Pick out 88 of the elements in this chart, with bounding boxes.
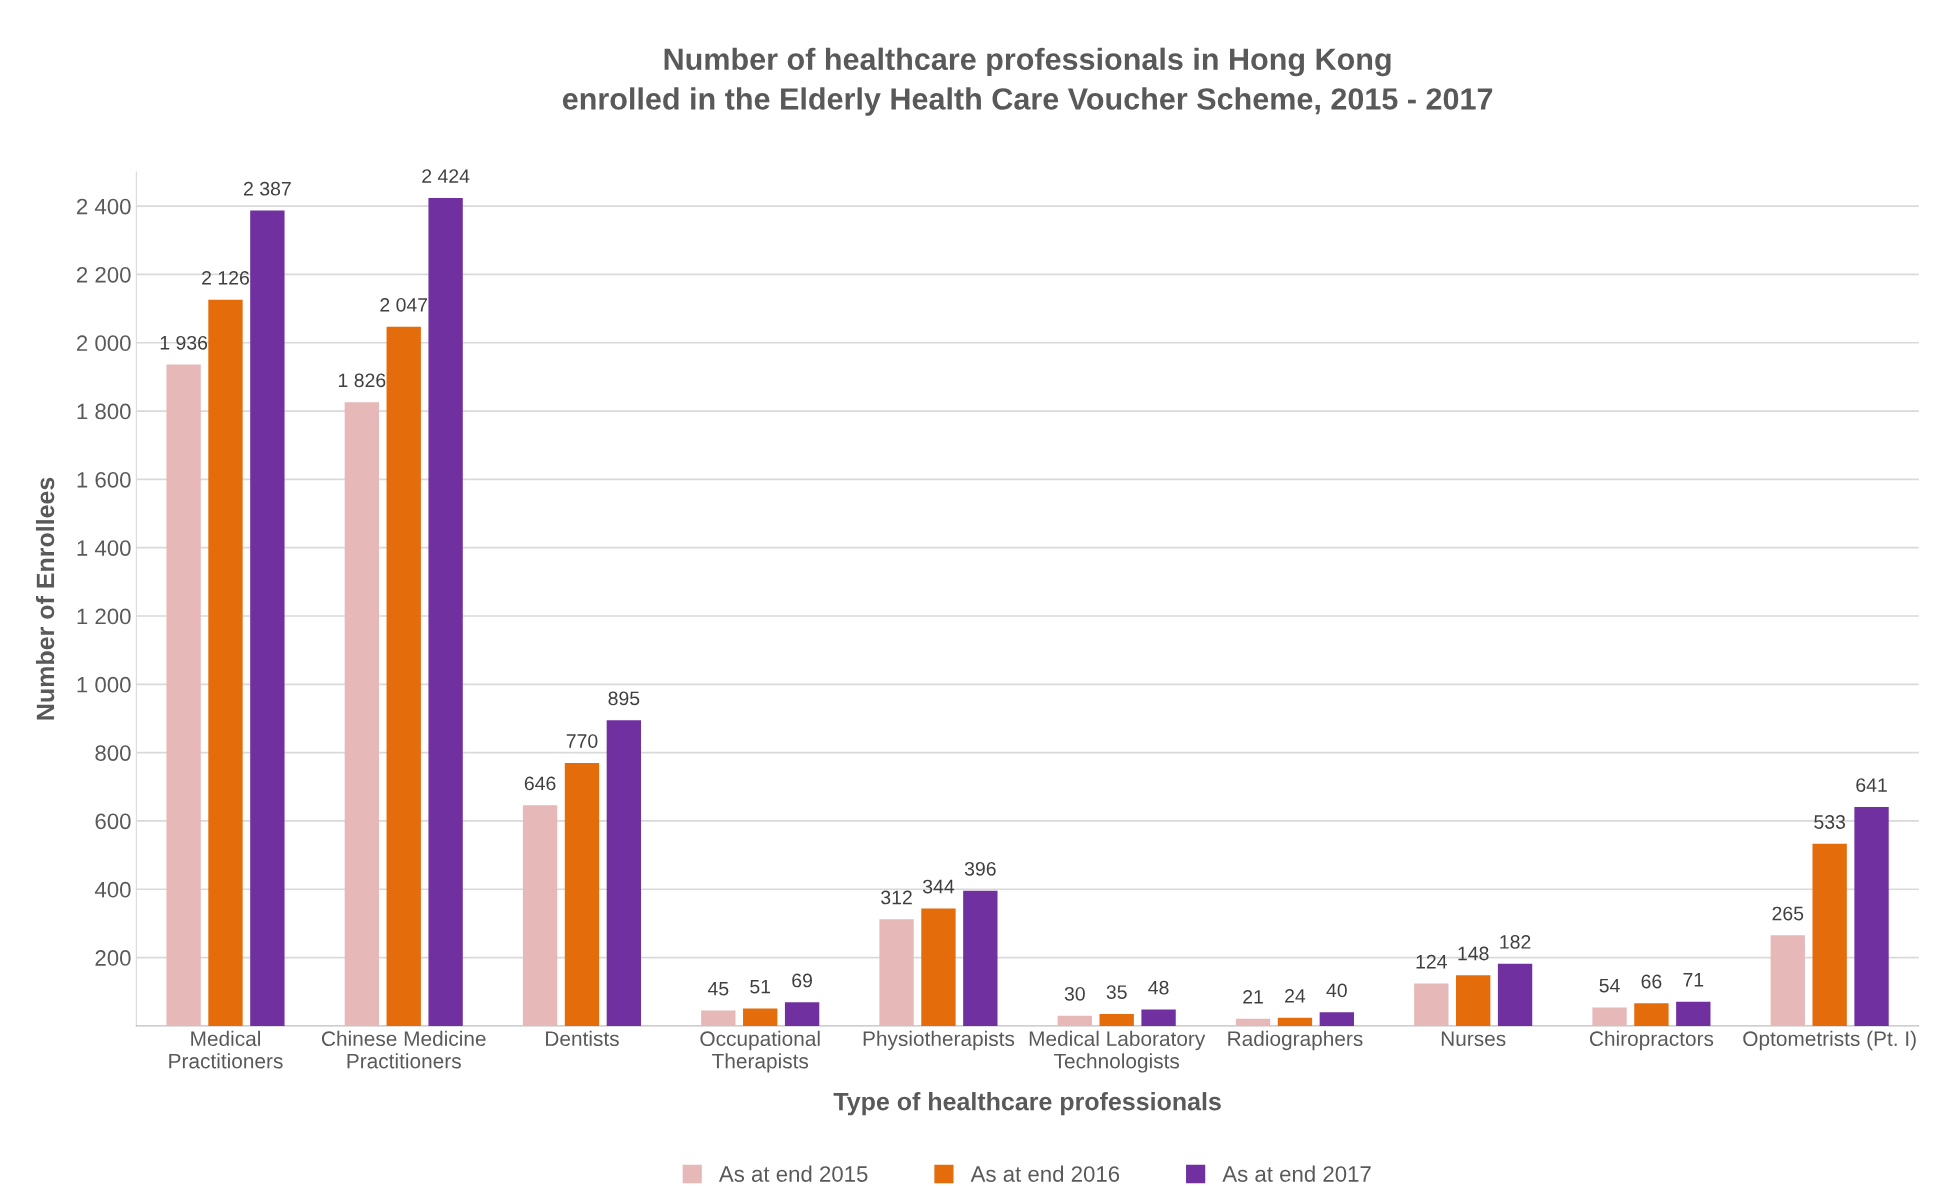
bar [921,908,956,1026]
data-label: 35 [1106,985,1127,999]
bar [1497,963,1533,1026]
data-label: 312 [881,890,912,905]
y-tick-label: 1 000 [77,676,131,693]
data-label: 182 [1500,935,1531,949]
data-label: 2 126 [202,270,249,285]
x-tick-label: Medical Laboratory Technologists [1029,1030,1206,1073]
bar [879,919,914,1026]
x-tick-label: Occupational Therapists [700,1030,820,1073]
data-label: 2 387 [244,181,291,196]
bar [1456,975,1491,1026]
data-label: 45 [707,982,729,996]
bar [1235,1018,1271,1026]
x-tick-label: Chinese Medicine Practitioners [321,1030,486,1069]
y-tick-label: 400 [94,881,131,898]
x-tick-label: Chiropractors [1589,1030,1714,1051]
x-tick-label: Medical Practitioners [169,1030,283,1069]
bar [1414,983,1449,1026]
x-tick-label: Optometrists (Pt. I) [1743,1030,1916,1051]
y-tick-label: 200 [95,950,131,966]
bar [1676,1001,1711,1026]
y-tick-label: 600 [95,813,131,830]
y-tick-label: 2 400 [77,198,131,215]
data-label: 895 [608,691,640,706]
data-label: 21 [1243,989,1263,1004]
data-label: 265 [1772,906,1804,921]
data-label: 24 [1285,988,1306,1003]
data-label: 66 [1641,974,1662,989]
bar [1057,1015,1092,1026]
bar [1592,1007,1627,1026]
bar [1812,843,1847,1026]
x-tick-label: Nurses [1441,1031,1506,1047]
y-tick-label: 1 800 [77,403,131,420]
data-label: 148 [1458,946,1489,961]
data-label: 646 [524,776,556,791]
data-label: 2 047 [380,297,428,312]
data-label: 40 [1326,983,1347,998]
bar [784,1002,820,1026]
data-label: 770 [566,734,598,748]
data-label: 48 [1148,980,1169,995]
data-label: 533 [1814,815,1846,829]
x-tick-label: Physiotherapists [863,1030,1015,1051]
x-tick-label: Dentists [546,1030,619,1047]
bar [963,890,998,1026]
bar [743,1008,778,1026]
chart-title: Number of healthcare professionals in Hong Kong enrolled in the Elderly Health Care Voucher Scheme, 2015 - 2017 [562,47,1493,116]
bar [522,805,558,1026]
data-label: 124 [1416,954,1447,969]
bar [1634,1003,1669,1026]
data-label: 396 [964,861,996,876]
bar [701,1010,736,1026]
y-tick-label: 1 600 [77,471,131,488]
bar [250,210,285,1026]
x-tick-label: Radiographers [1228,1030,1363,1051]
y-tick-label: 2 200 [77,266,131,283]
data-label: 1 826 [338,373,386,388]
bar [1770,935,1805,1026]
bar [1319,1012,1354,1026]
data-label: 30 [1064,986,1085,1001]
data-label: 71 [1683,973,1704,987]
bar [208,299,243,1026]
bar [428,197,463,1026]
legend-label: As at end 2016 [970,1165,1120,1182]
data-label: 51 [750,979,771,994]
bar [344,402,380,1026]
data-label: 2 424 [422,169,470,183]
bar [166,364,201,1026]
bar [1277,1017,1313,1026]
y-tick-label: 800 [95,745,131,761]
y-tick-label: 1 200 [77,608,131,625]
data-label: 1 936 [160,335,208,350]
data-label: 344 [922,879,955,894]
y-axis-title: Number of Enrollees [35,477,55,720]
data-label: 641 [1856,778,1887,792]
bar [1854,806,1889,1026]
bar [1099,1013,1134,1026]
data-label: 54 [1599,978,1620,993]
legend-label: As at end 2017 [1222,1165,1371,1182]
x-axis-title: Type of healthcare professionals [833,1092,1221,1116]
data-label: 69 [792,973,812,988]
bar [606,720,642,1026]
bar [564,762,600,1026]
legend-label: As at end 2015 [718,1165,868,1182]
y-tick-label: 2 000 [77,335,131,352]
bar [386,326,421,1026]
y-tick-label: 1 400 [77,540,131,556]
bar [1141,1009,1176,1026]
